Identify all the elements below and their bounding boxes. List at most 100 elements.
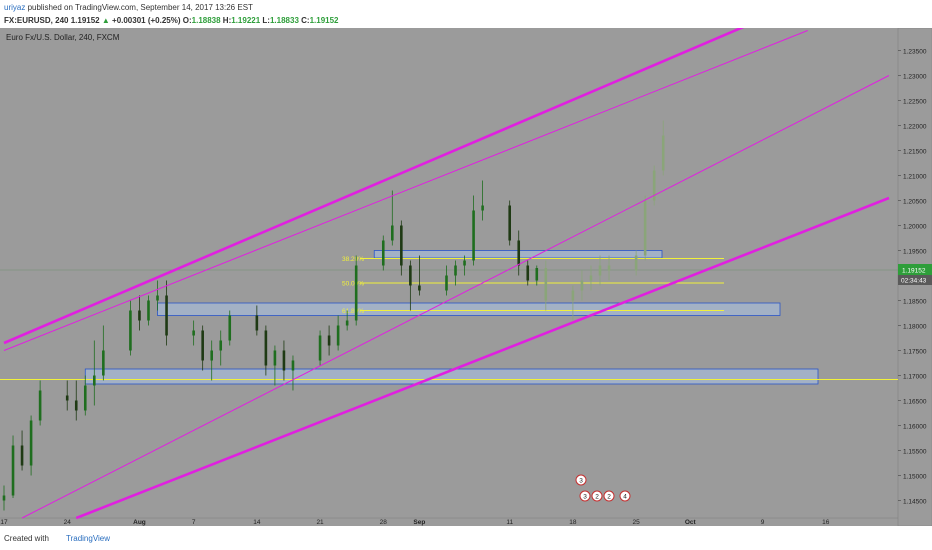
countdown-label: 02:34:43	[901, 278, 927, 285]
economic-event-marker	[603, 490, 615, 502]
candle-body	[273, 350, 277, 366]
price-tick-label: 1.22000	[903, 124, 927, 131]
date-tick-label: 21	[316, 519, 324, 526]
close-value: 1.19152	[309, 16, 339, 25]
price-tick-label: 1.18500	[903, 299, 927, 306]
countdown-tag	[898, 275, 932, 285]
candle-body	[65, 395, 69, 401]
date-tick-label: Aug	[133, 519, 146, 526]
candle-body	[264, 330, 268, 366]
footer: Created with TradingView	[0, 528, 932, 550]
publish-info: uriyaz published on TradingView.com, Sep…	[4, 3, 253, 12]
date-tick-label: 24	[64, 519, 72, 526]
price-tick-label: 1.23000	[903, 74, 927, 81]
candle-body	[409, 265, 412, 286]
date-tick-label: 7	[192, 519, 196, 526]
date-tick-label: Sep	[413, 519, 425, 526]
tradingview-brand-link[interactable]: TradingView	[66, 534, 111, 543]
candle-body	[391, 225, 394, 241]
price-chart[interactable]: Euro Fx/U.S. Dollar, 240, FXCM 1.23500 1.2…	[0, 28, 932, 526]
candle-body	[129, 310, 132, 351]
price-tick-label: 1.17000	[903, 374, 927, 381]
price-tick-label: 1.18000	[903, 324, 927, 331]
candle-body	[400, 225, 403, 266]
candle-body	[535, 268, 539, 281]
candle-body	[508, 205, 511, 241]
candle-body	[29, 420, 33, 466]
candle-body	[517, 240, 521, 266]
date-tick-label: 9	[761, 519, 765, 526]
candle-body	[255, 315, 259, 331]
candle-body	[219, 340, 223, 351]
price-tick-label: 1.21500	[903, 149, 927, 156]
candle-body	[228, 315, 232, 341]
channel-line	[3, 30, 808, 351]
chart-header: uriyaz published on TradingView.com, Sep…	[0, 0, 932, 28]
candle-body	[156, 295, 159, 301]
candle-body	[201, 330, 204, 361]
projection-candle	[643, 200, 647, 256]
date-tick-label: 16	[822, 519, 830, 526]
date-tick-label: 14	[253, 519, 261, 526]
candle-body	[481, 205, 484, 211]
economic-event-marker	[591, 490, 603, 502]
price-tick-label: 1.15000	[903, 474, 927, 481]
last-price-tag-label: 1.19152	[902, 268, 926, 275]
price-tick-label: 1.20000	[903, 224, 927, 231]
economic-event-marker	[619, 490, 631, 502]
projection-candle	[580, 280, 584, 291]
price-tick-label: 1.21000	[903, 174, 927, 181]
fib-level-label: 61.80%	[342, 308, 364, 315]
date-tick-label: 11	[506, 519, 513, 526]
economic-event-marker	[575, 474, 587, 486]
price-tick-label: 1.22500	[903, 99, 927, 106]
projection-candle	[571, 290, 575, 301]
economic-event-count: 3	[579, 478, 583, 485]
economic-event-count: 3	[583, 494, 587, 501]
candle-body	[83, 385, 87, 411]
candle-body	[445, 275, 448, 291]
published-text: published on TradingView.com, September …	[27, 3, 253, 12]
candle-body	[192, 330, 195, 336]
candle-body	[102, 350, 105, 376]
candle-body	[38, 390, 42, 421]
ohlc-legend: FX:EURUSD, 240 1.19152 ▲ +0.00301 (+0.25…	[4, 16, 339, 25]
candle-body	[11, 445, 15, 496]
candle-body	[345, 320, 349, 326]
economic-event-count: 2	[607, 494, 611, 501]
price-tick-label: 1.14500	[903, 499, 927, 506]
last-price-tag	[898, 264, 932, 275]
candle-body	[93, 375, 96, 386]
candle-body	[463, 260, 466, 266]
candle-body	[418, 285, 421, 291]
price-tick-label: 1.17500	[903, 349, 927, 356]
channel-line	[21, 75, 890, 519]
candle-body	[210, 350, 213, 361]
projection-candle	[598, 265, 602, 276]
author-link[interactable]: uriyaz	[4, 3, 26, 12]
candle-body	[291, 360, 295, 371]
up-arrow-icon: ▲	[101, 16, 110, 25]
support-resistance-zone	[157, 302, 781, 316]
created-with-text: Created with	[4, 534, 49, 543]
channel-line	[3, 28, 745, 345]
high-value: 1.19221	[231, 16, 261, 25]
fib-level-label: 50.00%	[342, 281, 364, 288]
date-tick-label: 18	[569, 519, 577, 526]
high-label: H:	[222, 16, 232, 25]
price-change: +0.00301 (+0.25%)	[112, 16, 181, 25]
chart-background	[0, 28, 932, 526]
economic-event-count: 2	[595, 494, 599, 501]
price-tick-label: 1.19500	[903, 249, 927, 256]
projection-candle	[607, 265, 611, 271]
last-price: 1.19152	[70, 16, 100, 25]
projection-candle	[652, 170, 656, 201]
economic-event-count: 4	[623, 494, 627, 501]
candle-body	[165, 295, 168, 336]
projection-candle	[544, 268, 548, 301]
candle-body	[147, 300, 150, 321]
symbol-label: FX:EURUSD, 240	[4, 16, 69, 25]
price-tick-label: 1.15500	[903, 449, 927, 456]
projection-candle	[661, 135, 665, 171]
candle-body	[354, 265, 358, 321]
